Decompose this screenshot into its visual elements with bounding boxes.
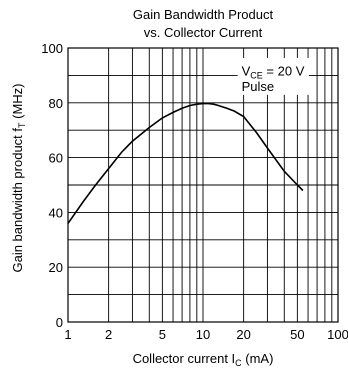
y-tick-label: 20	[49, 260, 63, 275]
y-tick-label: 60	[49, 151, 63, 166]
y-tick-label: 40	[49, 205, 63, 220]
y-tick-label: 80	[49, 96, 63, 111]
plot-frame	[67, 47, 339, 323]
y-tick-label: 100	[41, 41, 63, 56]
x-tick-label: 2	[105, 327, 112, 342]
x-tick-label: 20	[236, 327, 250, 342]
y-tick-label: 0	[56, 315, 63, 330]
x-tick-label: 100	[327, 327, 348, 342]
annotation-vce: VCE = 20 V	[242, 63, 305, 80]
y-axis-label: Gain bandwidth product fT (MHz)	[10, 83, 27, 272]
x-tick-label: 1	[64, 327, 71, 342]
annotation-pulse: Pulse	[242, 79, 275, 94]
x-tick-label: 50	[290, 327, 304, 342]
annotation-background	[237, 57, 309, 95]
x-axis-label: Collector current IC (mA)	[133, 351, 274, 368]
x-tick-label: 5	[159, 327, 166, 342]
chart-title-line1: Gain Bandwidth Product	[133, 7, 274, 22]
series-line	[67, 102, 304, 224]
y-tick-labels: 0 20 40 60 80 100	[41, 41, 63, 330]
chart-title-line2: vs. Collector Current	[144, 25, 263, 40]
x-tick-labels: 1 2 5 10 20 50 100	[64, 327, 348, 342]
x-tick-label: 10	[196, 327, 210, 342]
